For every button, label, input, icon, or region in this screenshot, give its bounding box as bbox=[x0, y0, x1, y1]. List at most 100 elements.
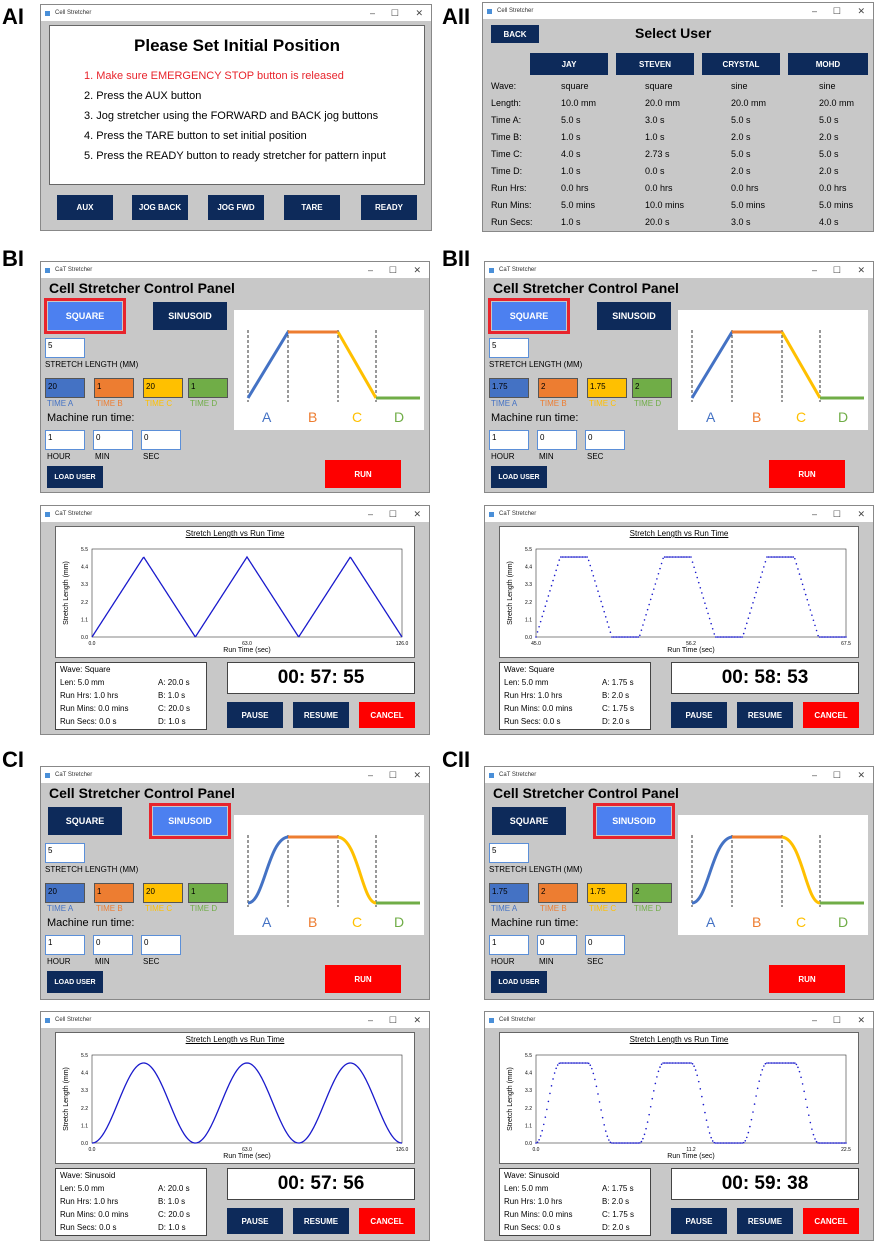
stretch-length-input[interactable]: 5 bbox=[489, 843, 529, 863]
back-button[interactable]: BACK bbox=[491, 25, 539, 43]
resume-button[interactable]: RESUME bbox=[737, 1208, 793, 1234]
hour-input[interactable]: 1 bbox=[489, 430, 529, 450]
min-input[interactable]: 0 bbox=[537, 430, 577, 450]
time-c-input[interactable]: 20 bbox=[143, 378, 183, 398]
time-d-input[interactable]: 2 bbox=[632, 378, 672, 398]
minimize-icon[interactable]: – bbox=[811, 1015, 817, 1025]
minimize-icon[interactable]: – bbox=[811, 6, 817, 16]
pause-button[interactable]: PAUSE bbox=[227, 1208, 283, 1234]
run-button[interactable]: RUN bbox=[769, 965, 845, 993]
time-b-input[interactable]: 2 bbox=[538, 883, 578, 903]
maximize-icon[interactable]: ☐ bbox=[832, 6, 841, 16]
minimize-icon[interactable]: – bbox=[369, 8, 375, 18]
ready-button[interactable]: READY bbox=[361, 195, 417, 220]
load-user-button[interactable]: LOAD USER bbox=[491, 971, 547, 993]
sec-input[interactable]: 0 bbox=[585, 935, 625, 955]
maximize-icon[interactable]: ☐ bbox=[832, 265, 841, 275]
pause-button[interactable]: PAUSE bbox=[671, 1208, 727, 1234]
minimize-icon[interactable]: – bbox=[367, 770, 373, 780]
maximize-icon[interactable]: ☐ bbox=[388, 265, 397, 275]
pause-button[interactable]: PAUSE bbox=[227, 702, 283, 728]
sinusoid-button[interactable]: SINUSOID bbox=[597, 302, 671, 330]
minimize-icon[interactable]: – bbox=[811, 509, 817, 519]
sec-input[interactable]: 0 bbox=[141, 430, 181, 450]
maximize-icon[interactable]: ☐ bbox=[388, 770, 397, 780]
close-icon[interactable]: ✕ bbox=[413, 509, 421, 519]
close-icon[interactable]: ✕ bbox=[415, 8, 423, 18]
sec-input[interactable]: 0 bbox=[585, 430, 625, 450]
min-input[interactable]: 0 bbox=[93, 935, 133, 955]
load-user-button[interactable]: LOAD USER bbox=[47, 466, 103, 488]
square-button[interactable]: SQUARE bbox=[44, 298, 126, 334]
minimize-icon[interactable]: – bbox=[811, 770, 817, 780]
load-user-button[interactable]: LOAD USER bbox=[47, 971, 103, 993]
time-b-input[interactable]: 1 bbox=[94, 883, 134, 903]
minimize-icon[interactable]: – bbox=[367, 509, 373, 519]
aux-button[interactable]: AUX bbox=[57, 195, 113, 220]
maximize-icon[interactable]: ☐ bbox=[832, 770, 841, 780]
run-button[interactable]: RUN bbox=[769, 460, 845, 488]
close-icon[interactable]: ✕ bbox=[857, 770, 865, 780]
time-c-input[interactable]: 1.75 bbox=[587, 378, 627, 398]
resume-button[interactable]: RESUME bbox=[293, 702, 349, 728]
square-button[interactable]: SQUARE bbox=[488, 298, 570, 334]
sec-input[interactable]: 0 bbox=[141, 935, 181, 955]
minimize-icon[interactable]: – bbox=[367, 265, 373, 275]
close-icon[interactable]: ✕ bbox=[413, 770, 421, 780]
square-button[interactable]: SQUARE bbox=[492, 807, 566, 835]
user-button-crystal[interactable]: CRYSTAL bbox=[702, 53, 780, 75]
pause-button[interactable]: PAUSE bbox=[671, 702, 727, 728]
time-c-input[interactable]: 20 bbox=[143, 883, 183, 903]
hour-input[interactable]: 1 bbox=[489, 935, 529, 955]
close-icon[interactable]: ✕ bbox=[857, 1015, 865, 1025]
hour-input[interactable]: 1 bbox=[45, 430, 85, 450]
resume-button[interactable]: RESUME bbox=[737, 702, 793, 728]
minimize-icon[interactable]: – bbox=[367, 1015, 373, 1025]
sinusoid-button[interactable]: SINUSOID bbox=[149, 803, 231, 839]
time-a-input[interactable]: 20 bbox=[45, 883, 85, 903]
close-icon[interactable]: ✕ bbox=[413, 1015, 421, 1025]
time-c-input[interactable]: 1.75 bbox=[587, 883, 627, 903]
close-icon[interactable]: ✕ bbox=[857, 6, 865, 16]
close-icon[interactable]: ✕ bbox=[857, 509, 865, 519]
cancel-button[interactable]: CANCEL bbox=[359, 702, 415, 728]
minimize-icon[interactable]: – bbox=[811, 265, 817, 275]
user-button-jay[interactable]: JAY bbox=[530, 53, 608, 75]
time-a-input[interactable]: 1.75 bbox=[489, 883, 529, 903]
sinusoid-button[interactable]: SINUSOID bbox=[153, 302, 227, 330]
stretch-length-input[interactable]: 5 bbox=[489, 338, 529, 358]
load-user-button[interactable]: LOAD USER bbox=[491, 466, 547, 488]
run-button[interactable]: RUN bbox=[325, 965, 401, 993]
maximize-icon[interactable]: ☐ bbox=[388, 509, 397, 519]
square-button[interactable]: SQUARE bbox=[48, 807, 122, 835]
tare-button[interactable]: TARE bbox=[284, 195, 340, 220]
cancel-button[interactable]: CANCEL bbox=[803, 1208, 859, 1234]
stretch-length-input[interactable]: 5 bbox=[45, 338, 85, 358]
sinusoid-button[interactable]: SINUSOID bbox=[593, 803, 675, 839]
time-b-input[interactable]: 1 bbox=[94, 378, 134, 398]
min-input[interactable]: 0 bbox=[537, 935, 577, 955]
time-a-input[interactable]: 20 bbox=[45, 378, 85, 398]
close-icon[interactable]: ✕ bbox=[857, 265, 865, 275]
user-button-steven[interactable]: STEVEN bbox=[616, 53, 694, 75]
time-d-input[interactable]: 1 bbox=[188, 883, 228, 903]
jog-back-button[interactable]: JOG BACK bbox=[132, 195, 188, 220]
jog-fwd-button[interactable]: JOG FWD bbox=[208, 195, 264, 220]
cancel-button[interactable]: CANCEL bbox=[359, 1208, 415, 1234]
stretch-length-input[interactable]: 5 bbox=[45, 843, 85, 863]
min-input[interactable]: 0 bbox=[93, 430, 133, 450]
time-b-input[interactable]: 2 bbox=[538, 378, 578, 398]
maximize-icon[interactable]: ☐ bbox=[390, 8, 399, 18]
maximize-icon[interactable]: ☐ bbox=[832, 509, 841, 519]
cancel-button[interactable]: CANCEL bbox=[803, 702, 859, 728]
time-d-input[interactable]: 2 bbox=[632, 883, 672, 903]
close-icon[interactable]: ✕ bbox=[413, 265, 421, 275]
hour-input[interactable]: 1 bbox=[45, 935, 85, 955]
resume-button[interactable]: RESUME bbox=[293, 1208, 349, 1234]
user-button-mohd[interactable]: MOHD bbox=[788, 53, 868, 75]
run-button[interactable]: RUN bbox=[325, 460, 401, 488]
maximize-icon[interactable]: ☐ bbox=[832, 1015, 841, 1025]
time-a-input[interactable]: 1.75 bbox=[489, 378, 529, 398]
time-d-input[interactable]: 1 bbox=[188, 378, 228, 398]
maximize-icon[interactable]: ☐ bbox=[388, 1015, 397, 1025]
